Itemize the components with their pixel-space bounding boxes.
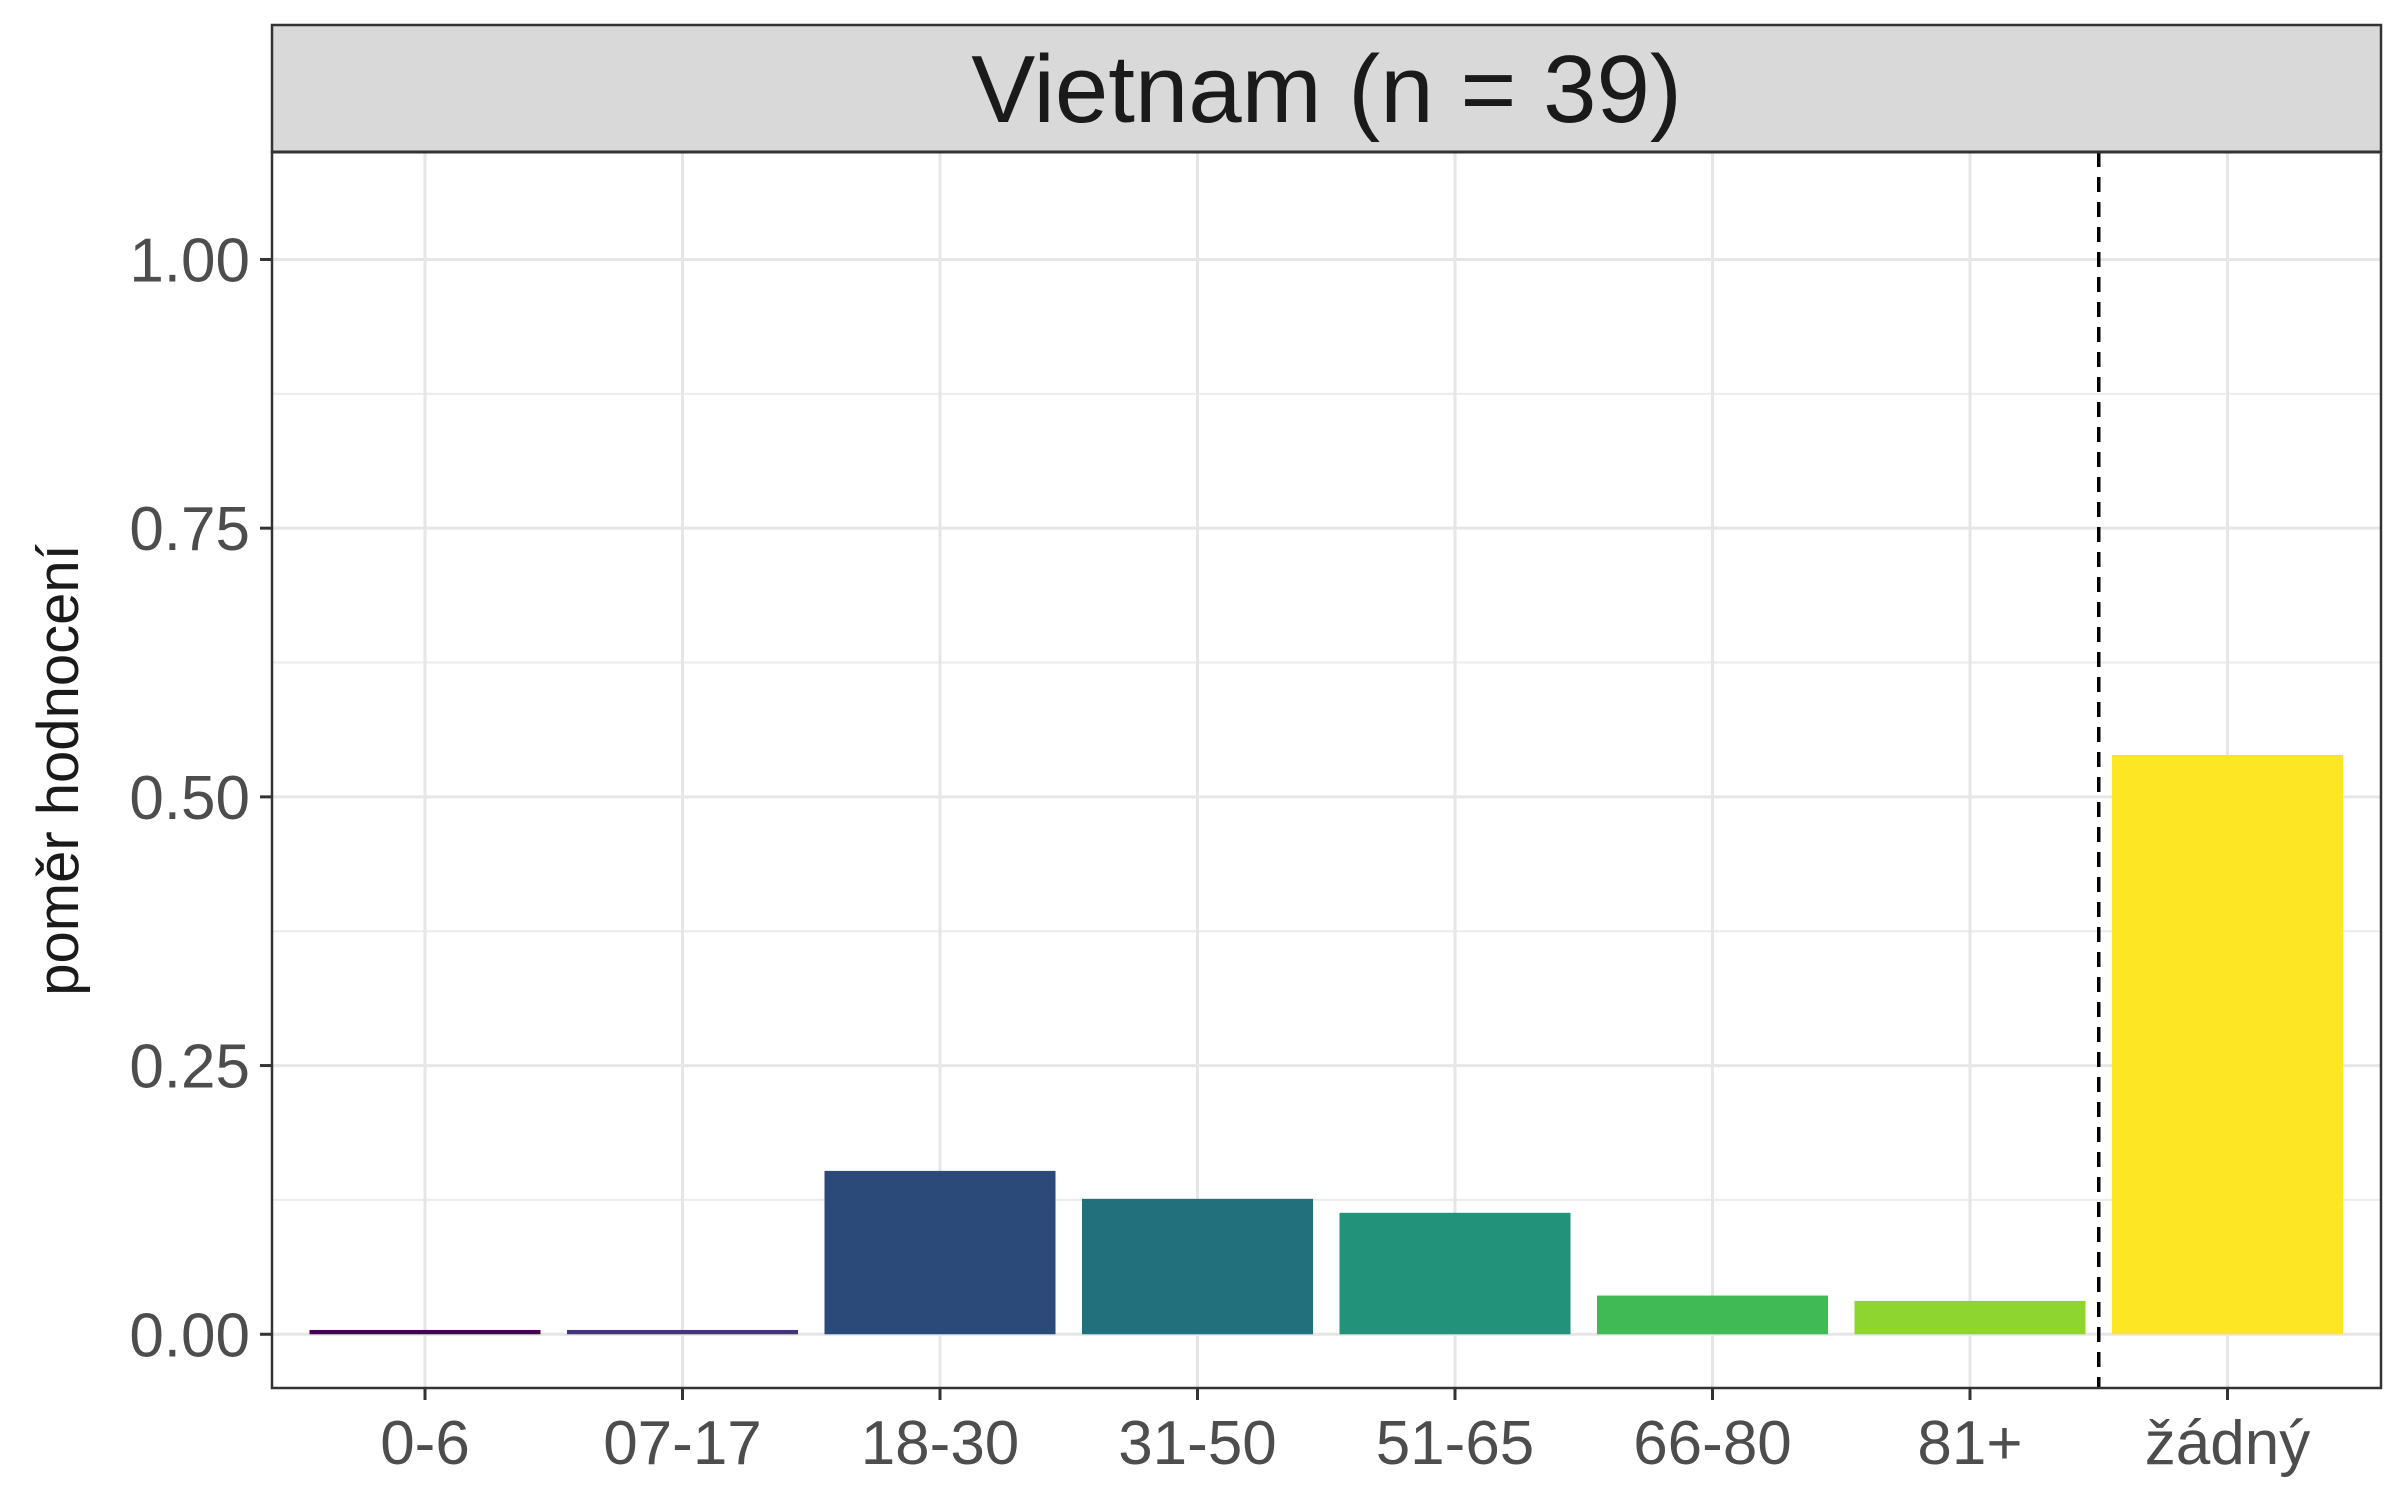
y-tick-label: 1.00 [129, 226, 250, 295]
bar-66-80 [1597, 1295, 1828, 1335]
x-tick-label: 18-30 [861, 1409, 1020, 1478]
y-axis: 0.00 0.25 0.50 0.75 1.00 [129, 226, 272, 1370]
x-axis: 0-6 07-17 18-30 31-50 51-65 66-80 81+ žádný [380, 1388, 2310, 1478]
bar-51-65 [1339, 1212, 1571, 1335]
y-tick-label: 0.50 [129, 764, 250, 833]
gridlines-minor [272, 392, 2381, 1201]
gridlines-major [272, 152, 2381, 1388]
facet-title: Vietnam (n = 39) [971, 36, 1682, 143]
x-tick-label: 51-65 [1376, 1409, 1535, 1478]
y-tick-label: 0.00 [129, 1301, 250, 1370]
y-tick-label: 0.25 [129, 1033, 250, 1102]
x-tick-label: 07-17 [603, 1409, 762, 1478]
bar-0-6 [309, 1329, 541, 1335]
y-axis-title: poměr hodnocení [26, 544, 91, 995]
y-tick-label: 0.75 [129, 495, 250, 564]
x-tick-label: žádný [2145, 1409, 2310, 1478]
x-tick-label: 31-50 [1118, 1409, 1277, 1478]
bar-07-17 [567, 1329, 798, 1335]
bar-31-50 [1082, 1198, 1313, 1335]
bar-18-30 [824, 1170, 1056, 1335]
bar-81+ [1854, 1300, 2086, 1335]
bars [309, 754, 2343, 1335]
facet-strip [270, 23, 2383, 154]
x-tick-label: 0-6 [380, 1409, 470, 1478]
bar-žádný [2112, 754, 2343, 1335]
x-tick-label: 66-80 [1633, 1409, 1792, 1478]
x-tick-label: 81+ [1917, 1409, 2022, 1478]
plot-panel [272, 152, 2381, 1388]
